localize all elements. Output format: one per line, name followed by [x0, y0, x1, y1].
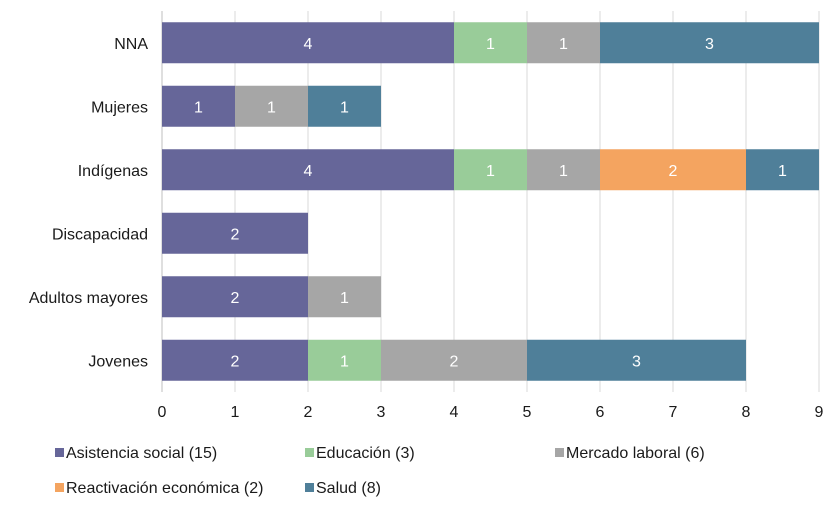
bar-segment — [162, 22, 454, 64]
data-label: 2 — [450, 353, 459, 370]
x-tick-label: 8 — [742, 404, 751, 421]
data-label: 2 — [231, 226, 240, 243]
bar-segment — [454, 149, 527, 191]
bar-segment — [162, 85, 235, 127]
x-tick-label: 1 — [231, 404, 240, 421]
legend-swatch — [55, 483, 64, 492]
x-tick-label: 0 — [158, 404, 167, 421]
bar-segment — [600, 22, 819, 64]
bar-segment — [527, 149, 600, 191]
bar-segment — [162, 339, 308, 381]
category-label: Indígenas — [78, 163, 148, 180]
legend-label: Salud (8) — [316, 480, 381, 497]
legend-swatch — [55, 448, 64, 457]
bar-segment — [600, 149, 746, 191]
category-label: Adultos mayores — [29, 290, 148, 307]
legend-label: Asistencia social (15) — [66, 445, 217, 462]
category-axis: NNA Mujeres Indígenas Discapacidad Adultos m… — [29, 36, 149, 371]
x-tick-label: 2 — [304, 404, 313, 421]
legend-label: Educación (3) — [316, 445, 415, 462]
x-tick-label: 4 — [450, 404, 459, 421]
bar-segment — [527, 22, 600, 64]
data-label: 3 — [705, 36, 714, 53]
data-label: 1 — [486, 163, 495, 180]
bar-segment — [162, 276, 308, 318]
data-label: 1 — [486, 36, 495, 53]
bar-segment — [454, 22, 527, 64]
data-label: 1 — [340, 99, 349, 116]
legend-swatch — [305, 448, 314, 457]
data-label: 2 — [231, 353, 240, 370]
bar-segment — [746, 149, 819, 191]
bar-segment — [162, 212, 308, 254]
legend: Asistencia social (15) Educación (3) Merca… — [55, 445, 705, 497]
data-label: 4 — [304, 36, 313, 53]
grid-lines — [161, 11, 820, 392]
bars: 4 1 1 3 1 1 1 4 1 1 2 1 2 2 1 2 1 2 3 — [162, 22, 819, 381]
data-label: 1 — [267, 99, 276, 116]
data-label: 2 — [669, 163, 678, 180]
x-tick-label: 5 — [523, 404, 532, 421]
data-label: 2 — [231, 290, 240, 307]
bar-segment — [162, 149, 454, 191]
x-tick-label: 6 — [596, 404, 605, 421]
data-label: 4 — [304, 163, 313, 180]
x-tick-label: 7 — [669, 404, 678, 421]
category-label: NNA — [114, 36, 148, 53]
bar-segment — [308, 276, 381, 318]
legend-label: Mercado laboral (6) — [566, 445, 705, 462]
data-label: 1 — [559, 36, 568, 53]
legend-swatch — [555, 448, 564, 457]
value-axis: 0 1 2 3 4 5 6 7 8 9 — [158, 404, 824, 421]
data-label: 1 — [340, 353, 349, 370]
data-label: 1 — [194, 99, 203, 116]
data-label: 1 — [340, 290, 349, 307]
x-tick-label: 9 — [815, 404, 824, 421]
data-label: 1 — [559, 163, 568, 180]
category-label: Mujeres — [91, 99, 148, 116]
bar-segment — [308, 85, 381, 127]
bar-segment — [235, 85, 308, 127]
x-tick-label: 3 — [377, 404, 386, 421]
legend-label: Reactivación económica (2) — [66, 480, 263, 497]
bar-segment — [527, 339, 746, 381]
data-label: 3 — [632, 353, 641, 370]
bar-segment — [308, 339, 381, 381]
data-label: 1 — [778, 163, 787, 180]
legend-swatch — [305, 483, 314, 492]
category-label: Jovenes — [88, 353, 148, 370]
category-label: Discapacidad — [52, 226, 148, 243]
bar-segment — [381, 339, 527, 381]
